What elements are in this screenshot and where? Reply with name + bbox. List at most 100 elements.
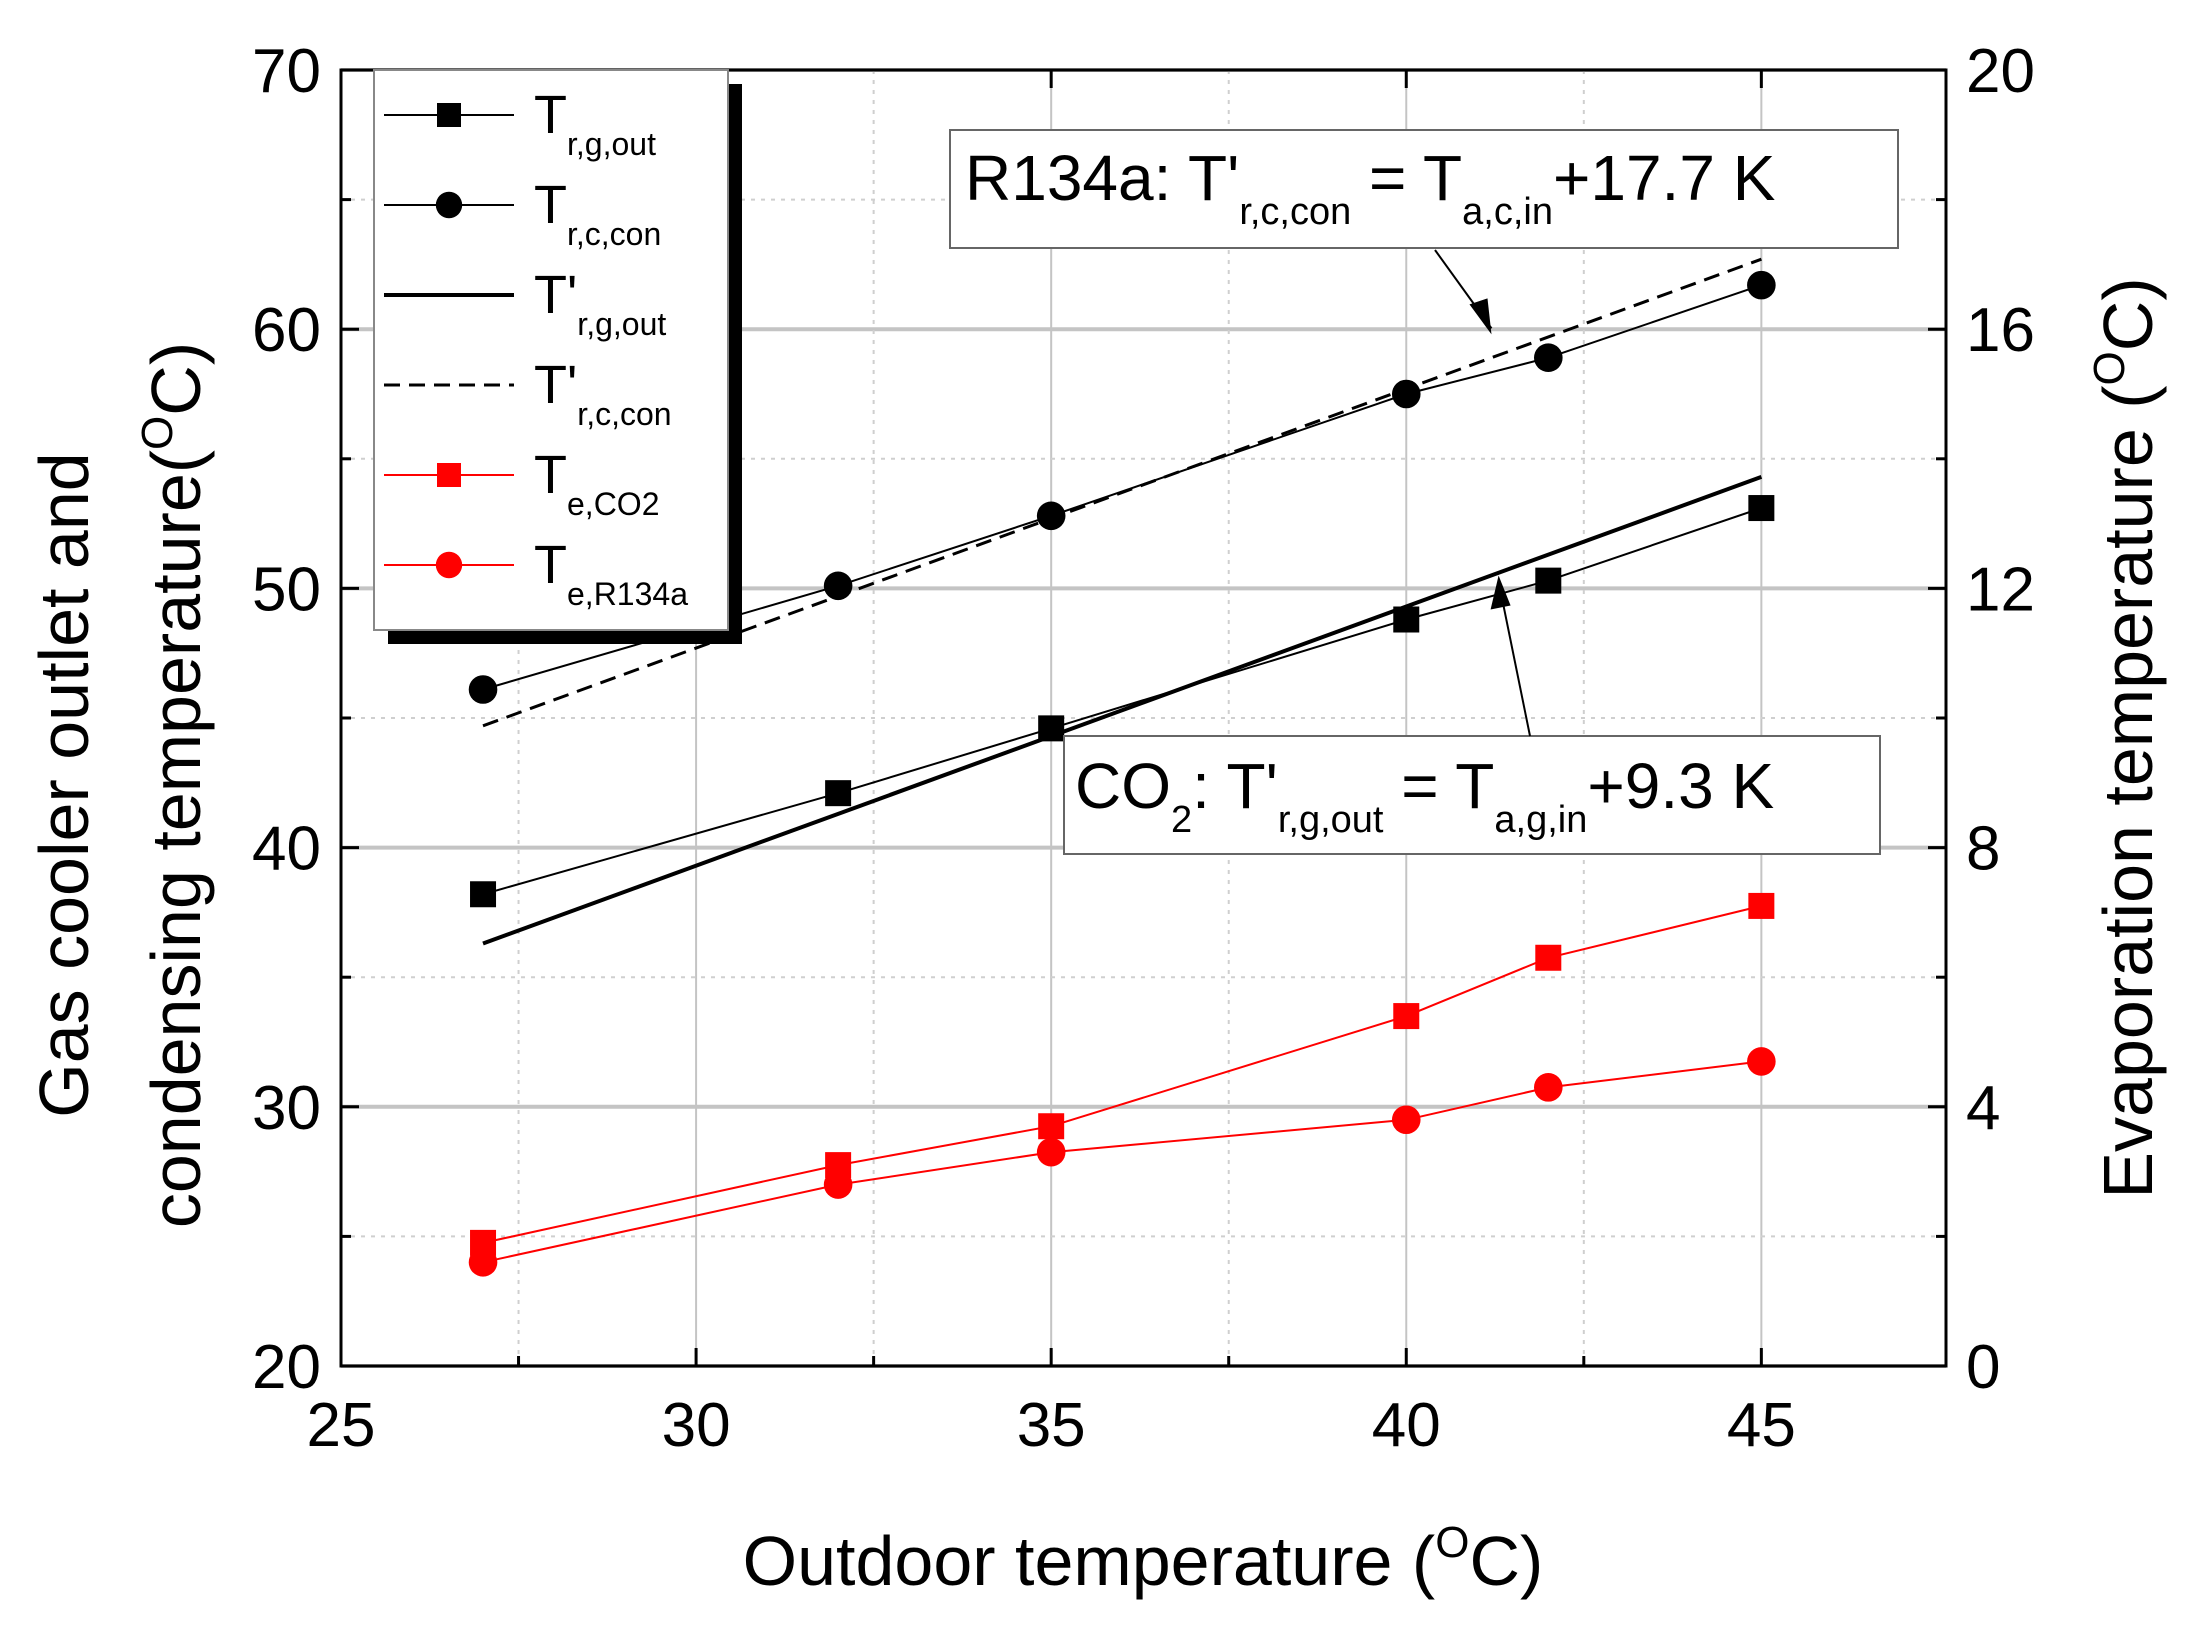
legend-label: T'r,g,out bbox=[534, 265, 666, 342]
legend-label: Te,R134a bbox=[534, 535, 688, 612]
x-tick-label: 30 bbox=[662, 1391, 731, 1460]
data-point bbox=[825, 780, 852, 807]
series-line bbox=[482, 475, 1763, 946]
annotation-part: R134a: T' bbox=[965, 142, 1239, 214]
legend-label-sub: e,R134a bbox=[567, 576, 688, 612]
y-left-tick-label: 70 bbox=[252, 37, 321, 106]
y-left-tick-label: 50 bbox=[252, 555, 321, 624]
legend-swatch-marker bbox=[435, 551, 463, 579]
data-point bbox=[823, 1170, 853, 1199]
y-right-tick-label: 8 bbox=[1966, 815, 2000, 884]
legend-item-5: Te,R134a bbox=[384, 535, 688, 612]
data-point bbox=[1036, 501, 1066, 531]
y-right-tick-label: 20 bbox=[1966, 37, 2035, 106]
y-left-tick-label: 60 bbox=[252, 296, 321, 365]
legend-swatch-marker bbox=[435, 191, 463, 219]
data-point bbox=[1393, 1003, 1420, 1030]
data-point bbox=[1534, 1073, 1563, 1102]
y-left-axis-title-line1: Gas cooler outlet and bbox=[25, 452, 103, 1117]
y-left-tick-label: 40 bbox=[252, 815, 321, 884]
annotation-r134a: R134a: T'r,c,con = Ta,c,in+17.7 K bbox=[949, 129, 1899, 335]
annotation-box bbox=[949, 129, 1899, 249]
legend-label: T'r,c,con bbox=[534, 355, 672, 432]
annotation-sub: r,c,con bbox=[1239, 191, 1351, 233]
legend-item-0: Tr,g,out bbox=[384, 85, 656, 162]
y-right-axis-title: Evaporation temperature (OC) bbox=[2085, 277, 2167, 1198]
axis-titles: Outdoor temperature (OC) Gas cooler outl… bbox=[25, 277, 2167, 1600]
legend-box bbox=[373, 69, 729, 631]
x-tick-label: 35 bbox=[1017, 1391, 1086, 1460]
y-left-axis-title-line2: condensing temperature(OC) bbox=[133, 342, 215, 1228]
legend-item-1: Tr,c,con bbox=[384, 175, 661, 252]
data-point bbox=[1747, 270, 1776, 300]
series-line bbox=[482, 284, 1762, 691]
annotation-sub: 2 bbox=[1171, 799, 1192, 841]
annotation-part: +17.7 K bbox=[1553, 142, 1775, 214]
legend-swatch-marker bbox=[437, 463, 461, 487]
series-e-co2 bbox=[470, 892, 1775, 1256]
y-right-tick-label: 0 bbox=[1966, 1333, 2000, 1402]
y-right-tick-label: 16 bbox=[1966, 296, 2035, 365]
annotation-part: CO bbox=[1075, 750, 1171, 822]
legend-label-main: T' bbox=[534, 355, 577, 415]
data-point bbox=[1748, 495, 1775, 522]
y-right-tick-label: 12 bbox=[1966, 555, 2035, 624]
data-point bbox=[1747, 1047, 1776, 1076]
y-left-tick-label: 20 bbox=[252, 1333, 321, 1402]
annotation-sub: a,g,in bbox=[1494, 799, 1587, 841]
annotation-co2: CO2: T'r,g,out = Ta,g,in+9.3 K bbox=[1063, 575, 1881, 855]
annotation-sub: a,c,in bbox=[1462, 191, 1553, 233]
annotation-part: = T bbox=[1351, 142, 1462, 214]
ticks: 25 30 35 40 45 20 30 40 50 60 70 0 4 8 12 16 20 bbox=[252, 37, 2035, 1460]
annotation-text: CO2: T'r,g,out = Ta,g,in+9.3 K bbox=[1075, 750, 1774, 841]
series-line bbox=[482, 904, 1762, 1244]
annotation-arrowhead bbox=[1469, 298, 1492, 335]
data-point bbox=[1535, 944, 1562, 971]
legend-label-sub: r,g,out bbox=[577, 306, 666, 342]
data-point bbox=[1535, 567, 1562, 594]
data-point bbox=[468, 675, 498, 704]
legend-label-sub: r,g,out bbox=[567, 126, 656, 162]
series-line bbox=[482, 507, 1762, 896]
series-layer bbox=[468, 257, 1776, 1277]
data-point bbox=[1038, 1113, 1065, 1140]
legend-label-main: T bbox=[534, 445, 567, 505]
series-line bbox=[482, 257, 1762, 728]
data-point bbox=[1391, 379, 1421, 409]
legend-item-4: Te,CO2 bbox=[384, 445, 659, 522]
annotation-part: : T' bbox=[1192, 750, 1278, 822]
data-point bbox=[1391, 1105, 1421, 1135]
series-fit-r-g-out bbox=[482, 475, 1763, 946]
legend-label: Tr,g,out bbox=[534, 85, 656, 162]
annotation-part: = T bbox=[1384, 750, 1495, 822]
legend-label-main: T' bbox=[534, 265, 577, 325]
y-right-tick-label: 4 bbox=[1966, 1074, 2000, 1143]
series-line bbox=[482, 1060, 1762, 1264]
data-point bbox=[1748, 892, 1775, 919]
data-point bbox=[1036, 1137, 1066, 1167]
legend: Tr,g,outTr,c,conT'r,g,outT'r,c,conTe,CO2… bbox=[373, 69, 742, 644]
series-r-g-out bbox=[470, 495, 1775, 908]
series-e-r134a bbox=[468, 1047, 1776, 1277]
annotation-sub: r,g,out bbox=[1278, 799, 1384, 841]
legend-item-3: T'r,c,con bbox=[384, 355, 672, 432]
legend-label-sub: r,c,con bbox=[567, 216, 661, 252]
x-tick-label: 40 bbox=[1372, 1391, 1441, 1460]
legend-label-sub: r,c,con bbox=[577, 396, 671, 432]
data-point bbox=[470, 881, 497, 908]
data-point bbox=[1534, 343, 1563, 373]
series-r-c-con bbox=[468, 270, 1776, 704]
legend-label-main: T bbox=[534, 535, 567, 595]
x-tick-label: 45 bbox=[1727, 1391, 1796, 1460]
data-point bbox=[468, 1248, 498, 1277]
x-tick-label: 25 bbox=[307, 1391, 376, 1460]
legend-label-sub: e,CO2 bbox=[567, 486, 659, 522]
annotation-text: R134a: T'r,c,con = Ta,c,in+17.7 K bbox=[965, 142, 1775, 233]
legend-label-main: T bbox=[534, 175, 567, 235]
legend-item-2: T'r,g,out bbox=[384, 265, 666, 342]
series-fit-r-c-con bbox=[482, 257, 1762, 728]
legend-swatch-marker bbox=[437, 103, 461, 127]
annotation-box bbox=[1063, 735, 1881, 855]
annotation-arrowhead bbox=[1490, 575, 1511, 610]
